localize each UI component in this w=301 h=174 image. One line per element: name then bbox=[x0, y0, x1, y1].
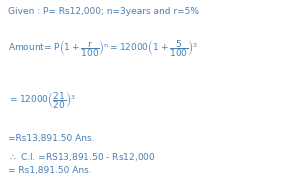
Text: =Rs13,891.50 Ans.: =Rs13,891.50 Ans. bbox=[8, 134, 94, 143]
Text: Given : P= Rs12,000; n=3years and r=5%: Given : P= Rs12,000; n=3years and r=5% bbox=[8, 7, 199, 16]
Text: $= 12000\left(\dfrac{21}{20}\right)^{3}$: $= 12000\left(\dfrac{21}{20}\right)^{3}$ bbox=[8, 90, 75, 111]
Text: Amount= $\mathrm{P}\left(1+\dfrac{\mathrm{r}}{100}\right)^{\mathrm{n}} = 12000\l: Amount= $\mathrm{P}\left(1+\dfrac{\mathr… bbox=[8, 38, 198, 59]
Text: = Rs1,891.50 Ans.: = Rs1,891.50 Ans. bbox=[8, 166, 91, 174]
Text: $\therefore$ C.I. =RS13,891.50 - Rs12,000: $\therefore$ C.I. =RS13,891.50 - Rs12,00… bbox=[8, 151, 155, 163]
